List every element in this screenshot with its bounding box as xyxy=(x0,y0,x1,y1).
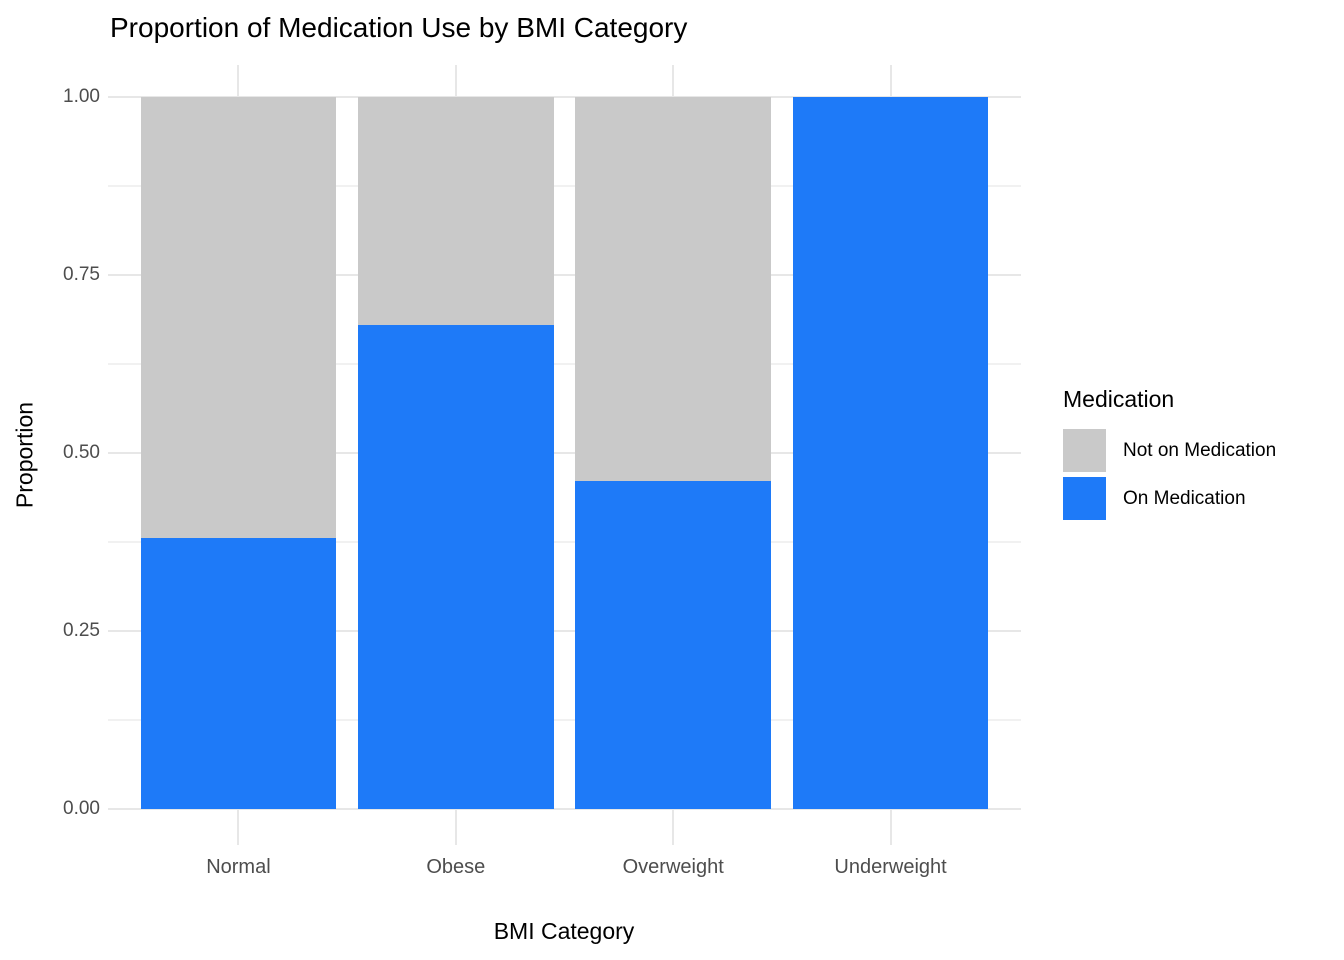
gridline-minor-y xyxy=(108,363,1021,365)
gridline-minor-y xyxy=(108,185,1021,187)
bar-segment-on-medication-normal xyxy=(140,538,337,809)
gridline-major-y xyxy=(108,808,1021,810)
y-tick-label: 0.50 xyxy=(63,442,100,463)
chart-title: Proportion of Medication Use by BMI Cate… xyxy=(110,12,688,43)
legend-entry-label: Not on Medication xyxy=(1123,439,1277,461)
y-axis-title: Proportion xyxy=(11,401,38,509)
y-tick-label: 1.00 xyxy=(63,86,100,107)
legend-entries: Not on Medication On Medication xyxy=(1063,429,1276,520)
y-tick-label: 0.25 xyxy=(63,620,100,641)
legend-entry: Not on Medication xyxy=(1063,429,1276,472)
legend-entry-label: On Medication xyxy=(1123,487,1246,509)
bar-segment-not-on-medication-normal xyxy=(140,97,337,539)
gridline-minor-y xyxy=(108,719,1021,721)
bar-segment-on-medication-obese xyxy=(357,324,554,809)
legend-entry: On Medication xyxy=(1063,477,1276,520)
gridline-major-y xyxy=(108,452,1021,454)
bar-segment-on-medication-overweight xyxy=(575,481,771,809)
y-tick-label: 0.00 xyxy=(63,798,100,819)
legend-title: Medication xyxy=(1063,386,1175,412)
gridline-major-y xyxy=(108,96,1021,98)
legend-key-swatch xyxy=(1063,429,1106,472)
legend-key-swatch xyxy=(1063,477,1106,520)
x-tick-label: Overweight xyxy=(622,856,724,878)
x-axis-title: BMI Category xyxy=(493,918,635,944)
x-tick-label: Obese xyxy=(426,856,486,878)
y-tick-label: 0.75 xyxy=(63,264,100,285)
bar-segment-on-medication-underweight xyxy=(792,97,989,809)
legend: Medication Not on Medication On Medicatio… xyxy=(1063,386,1276,525)
x-tick-label: Normal xyxy=(206,856,271,878)
bar-segment-not-on-medication-obese xyxy=(357,97,554,325)
gridline-major-y xyxy=(108,274,1021,276)
gridline-minor-y xyxy=(108,541,1021,543)
bar-segment-not-on-medication-overweight xyxy=(575,97,771,482)
x-tick-label: Underweight xyxy=(834,856,947,878)
gridline-major-y xyxy=(108,630,1021,632)
